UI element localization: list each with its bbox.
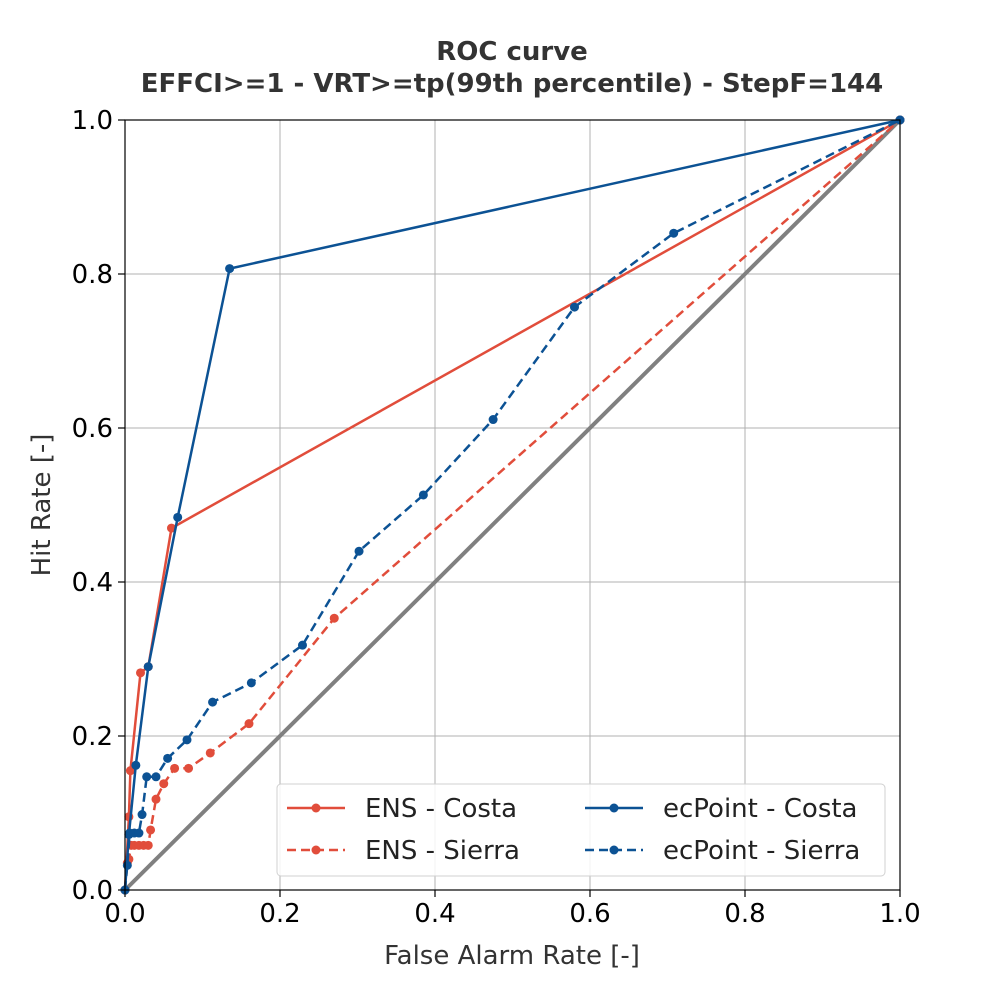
data-point bbox=[173, 512, 183, 522]
x-tick-label: 0.8 bbox=[724, 899, 765, 929]
legend-label: ENS - Sierra bbox=[365, 836, 520, 866]
data-point bbox=[669, 228, 679, 238]
data-point bbox=[167, 523, 176, 533]
y-tick-label: 0.4 bbox=[72, 568, 113, 598]
legend-marker bbox=[609, 845, 619, 855]
chart-subtitle: EFFCI>=1 - VRT>=tp(99th percentile) - St… bbox=[141, 69, 883, 99]
data-point bbox=[570, 302, 579, 312]
legend-marker bbox=[311, 845, 321, 855]
data-point bbox=[122, 860, 132, 870]
legend-label: ENS - Costa bbox=[365, 794, 517, 824]
legend-box bbox=[276, 783, 886, 877]
data-point bbox=[354, 546, 364, 556]
y-tick-label: 0.6 bbox=[72, 414, 113, 444]
data-point bbox=[159, 779, 169, 789]
y-tick-label: 0.8 bbox=[72, 260, 113, 290]
legend-entry: ENS - Sierra bbox=[287, 836, 520, 866]
no-skill-line bbox=[123, 118, 902, 892]
reference-diagonal bbox=[123, 118, 902, 892]
data-point bbox=[170, 763, 180, 773]
data-point bbox=[488, 415, 498, 425]
y-axis-label: Hit Rate [-] bbox=[27, 434, 57, 577]
x-tick-label: 1.0 bbox=[879, 899, 920, 929]
data-point bbox=[134, 828, 144, 838]
data-point bbox=[208, 697, 218, 707]
y-tick-label: 0.2 bbox=[72, 722, 113, 752]
data-point bbox=[137, 810, 147, 820]
x-tick-label: 0.2 bbox=[259, 899, 300, 929]
data-point bbox=[184, 763, 194, 773]
legend-entry: ecPoint - Costa bbox=[585, 794, 858, 824]
data-point bbox=[244, 719, 254, 729]
legend-entry: ecPoint - Sierra bbox=[585, 836, 860, 866]
y-tick-label: 1.0 bbox=[72, 106, 113, 136]
data-point bbox=[146, 825, 156, 835]
data-point bbox=[205, 748, 215, 758]
data-point bbox=[246, 678, 256, 688]
legend-marker bbox=[609, 803, 619, 813]
data-point bbox=[143, 840, 153, 850]
y-tick-label: 0.0 bbox=[72, 876, 113, 906]
plot-frame bbox=[124, 119, 901, 891]
data-point bbox=[182, 735, 192, 745]
data-point bbox=[163, 753, 173, 763]
data-point bbox=[418, 490, 428, 500]
chart-title: ROC curve bbox=[436, 37, 588, 67]
data-point bbox=[136, 668, 145, 678]
legend-marker bbox=[311, 803, 321, 813]
series-layer bbox=[120, 115, 905, 895]
legend: ENS - Costa ENS - Sierra ecPoint - Costa ec… bbox=[276, 783, 886, 877]
legend-label: ecPoint - Sierra bbox=[663, 836, 860, 866]
x-tick-label: 0.0 bbox=[104, 899, 145, 929]
data-point bbox=[142, 772, 152, 782]
data-point bbox=[131, 760, 141, 770]
tick-layer: 0.0 0.2 0.4 0.6 0.8 1.0 0.0 0.2 0.4 0.6 0.8 1.0 bbox=[72, 106, 921, 929]
legend-label: ecPoint - Costa bbox=[663, 794, 858, 824]
legend-entry: ENS - Costa bbox=[287, 794, 517, 824]
x-axis-label: False Alarm Rate [-] bbox=[384, 941, 640, 971]
series-ecpoint-sierra bbox=[120, 115, 905, 895]
data-point bbox=[143, 662, 153, 672]
data-point bbox=[151, 794, 161, 804]
data-point bbox=[225, 264, 235, 274]
data-point bbox=[151, 772, 161, 782]
data-point bbox=[297, 640, 307, 650]
x-tick-label: 0.6 bbox=[569, 899, 610, 929]
x-tick-label: 0.4 bbox=[414, 899, 455, 929]
data-point bbox=[329, 613, 339, 623]
